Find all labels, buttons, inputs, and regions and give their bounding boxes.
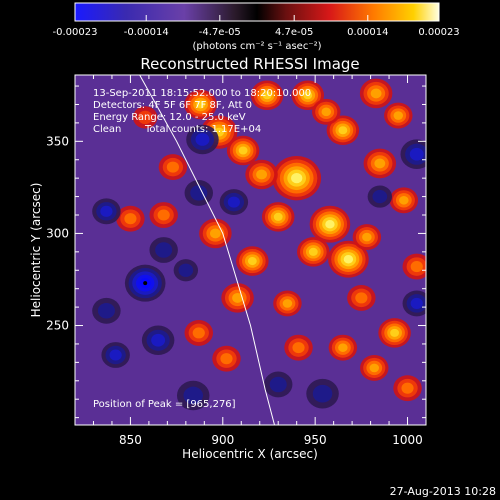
negative-lobe bbox=[263, 371, 293, 398]
emission-source bbox=[363, 148, 397, 179]
x-tick-label: 950 bbox=[304, 433, 327, 447]
x-tick-label: 900 bbox=[211, 433, 234, 447]
annotation-total-counts: Total counts: 1.17E+04 bbox=[144, 124, 261, 135]
colorbar-tick-label: -0.00023 bbox=[53, 27, 98, 38]
plot-frame bbox=[74, 74, 427, 426]
negative-lobe bbox=[184, 179, 213, 206]
annotation-peak-position: Position of Peak = [965,276] bbox=[93, 399, 236, 410]
emission-source bbox=[236, 246, 269, 276]
annotation-detectors: Detectors: 4F 5F 6F 7F 8F, Att 0 bbox=[93, 100, 252, 111]
negative-lobe bbox=[92, 198, 121, 225]
emission-source bbox=[226, 135, 260, 166]
emission-source bbox=[347, 284, 376, 311]
colorbar-tick-label: -4.7e-05 bbox=[199, 27, 241, 38]
emission-source bbox=[158, 154, 188, 181]
emission-source bbox=[309, 205, 351, 243]
negative-lobe bbox=[400, 139, 426, 169]
emission-source bbox=[328, 240, 369, 278]
emission-source bbox=[184, 89, 217, 120]
negative-lobe bbox=[173, 259, 199, 282]
solar-limb-line bbox=[139, 75, 275, 425]
emission-source bbox=[273, 290, 302, 317]
x-tick-label: 850 bbox=[119, 433, 142, 447]
chart-title: Reconstructed RHESSI Image bbox=[140, 55, 359, 73]
negative-lobe bbox=[101, 342, 130, 368]
emission-source bbox=[359, 78, 393, 109]
y-axis-label: Heliocentric Y (arcsec) bbox=[29, 183, 43, 318]
emission-source bbox=[389, 187, 419, 214]
heatmap-image bbox=[92, 78, 426, 411]
emission-source bbox=[328, 334, 358, 361]
y-tick-label: 250 bbox=[46, 319, 69, 333]
x-axis-ticks: 850 900 950 1000 bbox=[92, 75, 427, 447]
emission-source bbox=[284, 334, 313, 361]
negative-lobe bbox=[149, 237, 178, 263]
emission-source bbox=[149, 202, 178, 228]
emission-source bbox=[212, 345, 241, 372]
negative-lobe bbox=[124, 264, 166, 302]
emission-source bbox=[393, 375, 422, 402]
colorbar-unit-label: (photons cm⁻² s⁻¹ asec⁻²) bbox=[192, 41, 321, 52]
emission-source bbox=[184, 319, 213, 346]
negative-lobe bbox=[402, 290, 426, 317]
annotation-energy-range: Energy Range: 12.0 - 25.0 keV bbox=[93, 112, 246, 123]
emission-source bbox=[384, 102, 413, 129]
negative-lobe bbox=[141, 325, 175, 356]
colorbar-tick-label: 4.7e-05 bbox=[275, 27, 313, 38]
emission-source bbox=[378, 318, 411, 348]
negative-lobe bbox=[219, 189, 249, 216]
y-tick-label: 300 bbox=[46, 226, 69, 240]
annotation-time-range: 13-Sep-2011 18:15:52.000 to 18:20:10.000 bbox=[93, 88, 311, 99]
colorbar bbox=[74, 2, 440, 22]
emission-source bbox=[245, 159, 278, 190]
negative-lobe bbox=[367, 185, 393, 208]
emission-source bbox=[261, 202, 295, 232]
emission-source bbox=[352, 224, 382, 251]
annotation-method: Clean bbox=[93, 124, 121, 135]
emission-source bbox=[291, 80, 325, 111]
colorbar-tick-label: -0.00014 bbox=[124, 27, 169, 38]
y-axis-ticks: 250 300 350 bbox=[46, 85, 426, 419]
emission-source bbox=[221, 283, 254, 313]
negative-lobe bbox=[176, 380, 210, 411]
emission-source bbox=[133, 106, 158, 129]
emission-source bbox=[297, 237, 330, 267]
emission-source bbox=[402, 253, 426, 280]
colorbar-tick-label: 0.00014 bbox=[347, 27, 388, 38]
x-tick-label: 1000 bbox=[392, 433, 423, 447]
colorbar-tick-label: 0.00023 bbox=[418, 27, 459, 38]
negative-lobe bbox=[306, 378, 339, 409]
emission-source bbox=[272, 155, 322, 201]
x-axis-label: Heliocentric X (arcsec) bbox=[182, 447, 318, 461]
y-tick-label: 350 bbox=[46, 134, 69, 148]
emission-source bbox=[250, 80, 284, 111]
plot-timestamp: 27-Aug-2013 10:28 bbox=[390, 485, 496, 498]
emission-source bbox=[326, 115, 360, 146]
emission-source bbox=[116, 205, 145, 232]
colorbar-ticks: -0.00023 -0.00014 -4.7e-05 4.7e-05 0.00014 0.… bbox=[53, 15, 460, 38]
emission-source bbox=[312, 98, 341, 125]
negative-lobe bbox=[186, 124, 219, 155]
emission-source bbox=[199, 218, 232, 249]
negative-lobe bbox=[92, 297, 121, 324]
emission-source bbox=[360, 354, 389, 381]
